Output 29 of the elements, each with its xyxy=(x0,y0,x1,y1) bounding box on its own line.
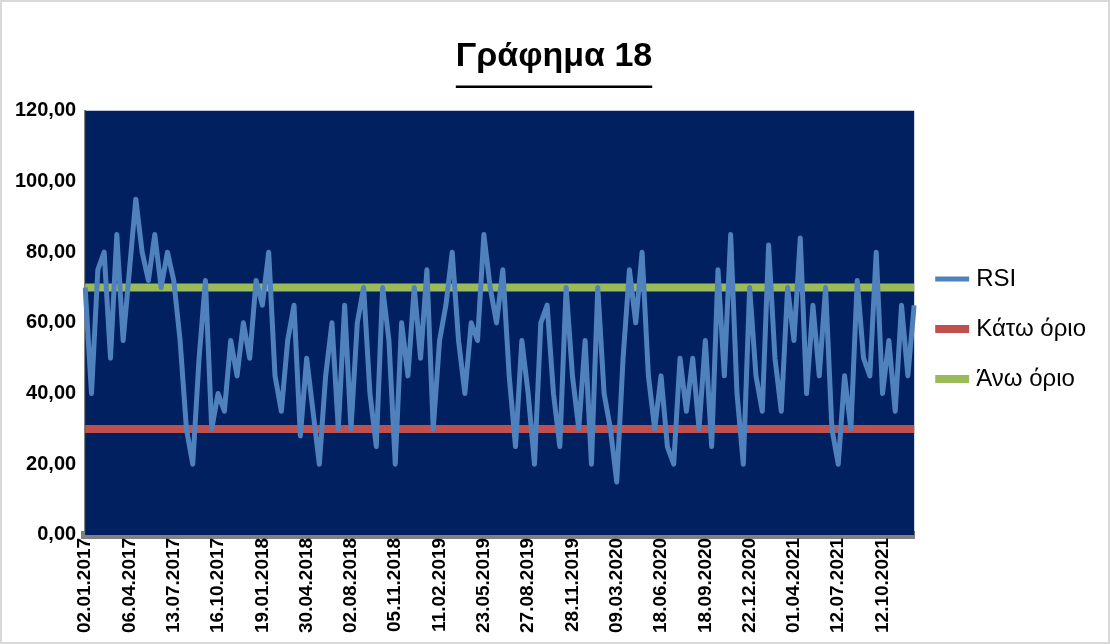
x-tick-label: 02.08.2018 xyxy=(339,537,361,633)
y-tick-label: 60,00 xyxy=(26,310,77,333)
x-tick-label: 16.10.2017 xyxy=(206,537,228,633)
x-tick-label: 06.04.2017 xyxy=(117,537,139,633)
x-tick-label: 19.01.2018 xyxy=(250,537,272,633)
x-tick-label: 01.04.2021 xyxy=(782,537,804,633)
y-tick-label: 80,00 xyxy=(26,239,77,262)
y-tick-label: 0,00 xyxy=(37,522,77,545)
y-tick-label: 20,00 xyxy=(26,451,77,474)
legend-label: Κάτω όριο xyxy=(976,313,1087,341)
x-tick-label: 05.11.2018 xyxy=(383,537,405,632)
x-tick-label: 28.11.2019 xyxy=(560,537,582,632)
legend-label: RSI xyxy=(976,263,1017,291)
y-tick-label: 120,00 xyxy=(15,98,77,121)
x-tick-label: 12.07.2021 xyxy=(826,537,848,633)
legend-label: Άνω όριο xyxy=(976,363,1075,391)
x-tick-label: 22.12.2020 xyxy=(737,537,759,633)
x-tick-label: 18.09.2020 xyxy=(693,537,715,633)
x-tick-label: 09.03.2020 xyxy=(604,537,626,633)
chart-title: Γράφημα 18 xyxy=(455,34,653,73)
x-tick-label: 18.06.2020 xyxy=(649,537,671,633)
x-tick-label: 12.10.2021 xyxy=(870,537,892,633)
y-tick-label: 40,00 xyxy=(26,381,77,404)
y-tick-label: 100,00 xyxy=(15,169,77,191)
x-tick-label: 13.07.2017 xyxy=(162,537,183,633)
x-tick-label: 30.04.2018 xyxy=(294,537,316,633)
x-tick-label: 11.02.2019 xyxy=(427,537,449,632)
x-tick-label: 27.08.2019 xyxy=(516,537,538,633)
x-tick-label: 23.05.2019 xyxy=(472,537,494,633)
